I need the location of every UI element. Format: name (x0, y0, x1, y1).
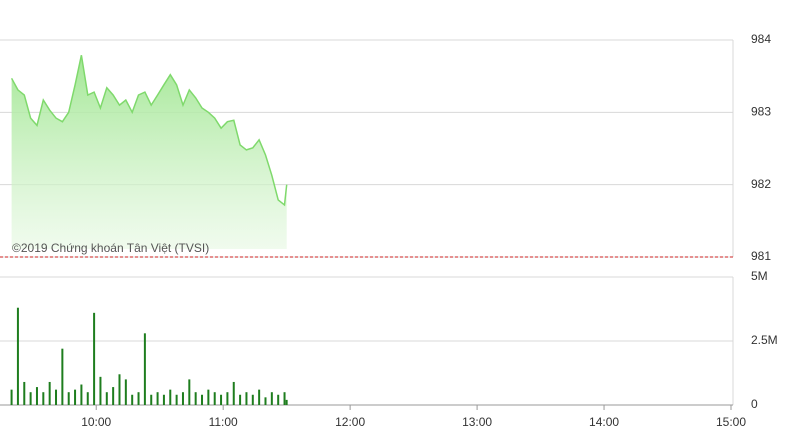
x-tick-label: 10:00 (81, 415, 111, 429)
volume-bar (150, 394, 153, 405)
price-area (11, 55, 287, 250)
volume-bar (181, 392, 184, 405)
volume-bar (156, 392, 159, 405)
x-tick-label: 13:00 (462, 415, 492, 429)
volume-bar (169, 389, 172, 405)
volume-bar (131, 394, 134, 405)
volume-bar (220, 394, 223, 405)
y-tick-label: 981 (751, 249, 771, 263)
volume-bar (251, 394, 254, 405)
volume-bar (67, 392, 70, 405)
volume-bar (188, 379, 191, 405)
volume-bar (213, 392, 216, 405)
volume-bar (61, 348, 64, 405)
volume-bar (16, 307, 19, 405)
volume-bar (226, 392, 229, 405)
volume-bar (258, 389, 261, 405)
volume-bar (264, 397, 267, 405)
volume-bar (112, 387, 115, 405)
x-tick-label: 11:00 (209, 415, 238, 429)
price-line (10, 55, 288, 207)
x-tick-label: 12:00 (335, 415, 365, 429)
volume-bar (175, 394, 178, 405)
y-tick-label: 0 (751, 397, 758, 411)
volume-bar (283, 392, 286, 405)
volume-bar (239, 394, 242, 405)
volume-bar (74, 389, 77, 405)
volume-bar (162, 394, 165, 405)
volume-bar (10, 389, 13, 405)
volume-bar (29, 392, 32, 405)
y-tick-label: 984 (751, 32, 771, 46)
y-tick-label: 5M (751, 269, 768, 283)
volume-bar (245, 392, 248, 405)
volume-bar (207, 389, 210, 405)
y-tick-label: 982 (751, 177, 771, 191)
x-tick-label: 14:00 (589, 415, 619, 429)
volume-bar (105, 392, 108, 405)
volume-bar (35, 387, 38, 405)
volume-bar (201, 394, 204, 405)
volume-bar (23, 381, 26, 405)
y-tick-label: 983 (751, 105, 771, 119)
volume-bar (80, 384, 83, 405)
volume-bar (194, 392, 197, 405)
volume-bar (86, 392, 89, 405)
volume-bar (137, 392, 140, 405)
volume-bar (124, 379, 127, 405)
volume-bar (99, 376, 102, 405)
volume-bar (93, 312, 96, 405)
volume-bar (232, 381, 235, 405)
volume-bar (118, 374, 121, 405)
volume-bar (55, 389, 58, 405)
x-tick-label: 15:00 (716, 415, 746, 429)
volume-bar (143, 333, 146, 405)
y-tick-label: 2.5M (751, 333, 778, 347)
volume-bar (48, 381, 51, 405)
volume-bar (285, 399, 288, 405)
volume-bar (42, 392, 45, 405)
watermark: ©2019 Chứng khoán Tân Việt (TVSI) (12, 241, 209, 255)
volume-bar (277, 394, 280, 405)
volume-bar (270, 392, 273, 405)
